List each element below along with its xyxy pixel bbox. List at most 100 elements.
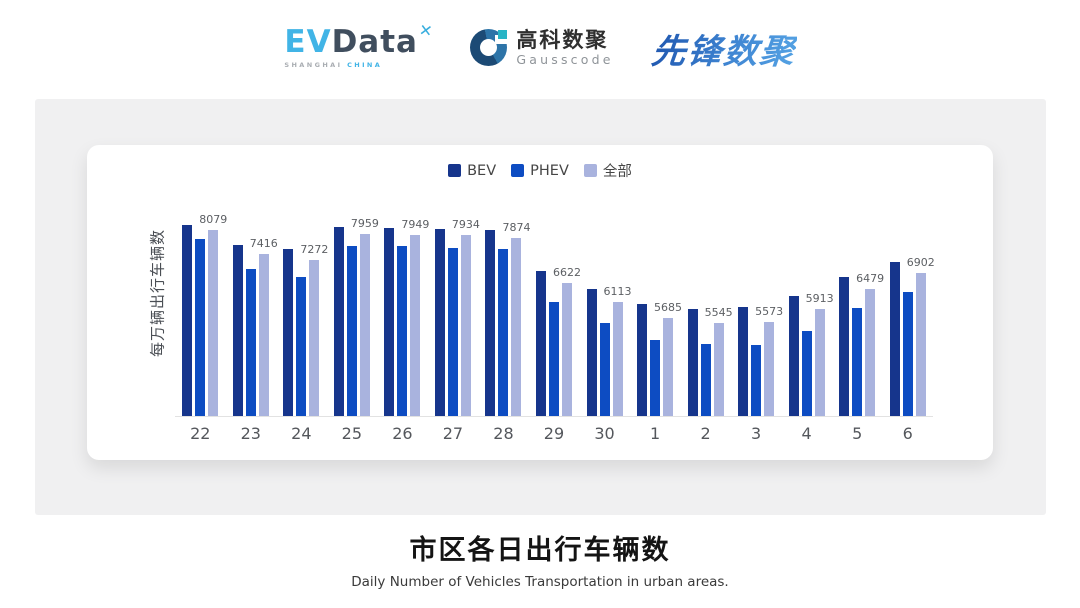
legend-swatch-icon [448,164,462,177]
gausscode-logo: 高科数聚 Gausscode [470,28,613,68]
x-tick-30: 30 [594,424,615,443]
bar-value-label: 5573 [755,305,784,318]
y-axis-title: 每万辆出行车辆数 [148,228,167,358]
evdata-logo: EV Data ✕ SHANGHAI CHINA [284,20,433,69]
legend-label: BEV [467,162,497,179]
pioneer-logo: 先锋数聚 [649,24,798,73]
x-tick-25: 25 [341,424,363,443]
bar-value-label: 5685 [654,301,683,314]
x-tick-24: 24 [291,424,312,443]
evdata-tagline-shanghai: SHANGHAI [284,61,343,69]
bar-value-label: 7272 [300,243,329,256]
bar-value-label: 7934 [451,218,480,231]
bar-all-1 [663,318,674,416]
bar-group-6: 6902 [882,201,935,416]
chart-title: 市区各日出行车辆数 [409,535,671,566]
bar-bev-1 [637,304,648,416]
legend-swatch-icon [583,164,597,177]
bar-group-27: 7934 [428,201,480,416]
bar-group-26: 7949 [377,201,429,416]
x-tick-26: 26 [392,424,413,443]
bar-phev-27 [447,248,458,416]
bar-value-label: 7874 [502,221,531,234]
chart-card: BEV PHEV 全部 每万辆出行车辆数 8079 7416 7272 7959 7949 7… [87,145,993,460]
bar-value-label: 6113 [603,285,632,298]
bar-chart-plot: 8079 7416 7272 7959 7949 7934 7874 6622 6113 5685… [175,201,935,443]
bar-group-25: 7959 [327,201,379,416]
bar-group-22: 8079 [175,201,228,416]
bar-all-6 [915,273,926,416]
legend-swatch-icon [511,164,525,177]
legend-label: 全部 [602,164,632,180]
gausscode-cn-text: 高科数聚 [516,28,609,53]
bar-phev-2 [700,344,711,416]
legend-item-bev[interactable]: BEV [448,163,496,179]
evdata-tagline-china: CHINA [347,61,383,69]
bar-phev-24 [296,277,307,416]
bar-all-4 [814,309,825,416]
bar-group-4: 5913 [781,201,834,416]
header-logos: EV Data ✕ SHANGHAI CHINA 高科数聚 Gausscode … [0,0,1080,96]
bar-value-label: 6622 [552,266,581,279]
bar-group-3: 5573 [731,201,784,416]
bar-phev-5 [852,308,863,416]
bar-group-30: 6113 [579,201,632,416]
bar-bev-4 [788,296,799,416]
bar-value-label: 6902 [906,256,935,269]
bar-phev-22 [195,239,206,416]
bar-group-23: 7416 [226,201,278,416]
bar-all-24 [309,260,320,416]
bar-phev-4 [801,331,812,416]
bar-bev-26 [384,228,395,416]
bar-bev-2 [687,309,698,416]
bar-bev-30 [586,289,597,416]
bar-all-3 [764,322,775,416]
bar-all-5 [865,289,876,416]
x-tick-4: 4 [801,424,812,443]
x-tick-28: 28 [493,424,514,443]
x-tick-3: 3 [751,424,762,443]
bar-bev-24 [283,249,294,416]
evdata-wordmark: EV Data ✕ [284,20,433,60]
bar-all-29 [561,283,572,416]
caption-block: 市区各日出行车辆数 Daily Number of Vehicles Trans… [0,528,1080,590]
bar-phev-3 [751,345,762,416]
bar-value-label: 7959 [350,217,379,230]
x-tick-6: 6 [902,424,913,443]
bar-bev-23 [232,245,243,416]
bar-value-label: 8079 [199,213,228,226]
bar-value-label: 7416 [249,237,278,250]
bar-group-2: 5545 [680,201,733,416]
x-tick-1: 1 [649,424,661,443]
bar-group-24: 7272 [276,201,329,416]
x-axis-ticks: 22 23 24 25 26 27 28 29 30 1 2 3 4 5 6 [175,424,933,443]
bar-bev-29 [535,271,546,416]
x-tick-23: 23 [240,424,261,443]
x-tick-27: 27 [442,424,464,443]
bar-phev-30 [599,323,610,416]
bar-group-28: 7874 [478,201,531,416]
evdata-ev-text: EV [284,24,332,60]
bar-phev-26 [397,246,408,416]
x-tick-2: 2 [700,424,711,443]
legend-item-all[interactable]: 全部 [583,160,632,181]
bar-bev-28 [485,230,496,416]
bar-phev-23 [245,269,256,416]
chart-legend: BEV PHEV 全部 [87,160,993,181]
x-tick-29: 29 [543,424,565,443]
bar-bev-25 [333,227,344,416]
bar-all-22 [208,230,219,416]
legend-label: PHEV [530,162,569,179]
bar-phev-28 [498,249,509,416]
bar-bev-3 [738,307,749,416]
x-tick-5: 5 [852,424,863,443]
bar-bev-5 [839,277,850,416]
evdata-data-text: Data [331,24,418,60]
bar-all-30 [612,302,623,416]
chart-subtitle: Daily Number of Vehicles Transportation … [351,574,729,590]
bar-all-25 [359,234,370,416]
evdata-tagline: SHANGHAI CHINA [284,61,382,69]
legend-item-phev[interactable]: PHEV [511,163,569,179]
bar-all-28 [511,238,522,416]
bar-phev-6 [902,292,913,416]
